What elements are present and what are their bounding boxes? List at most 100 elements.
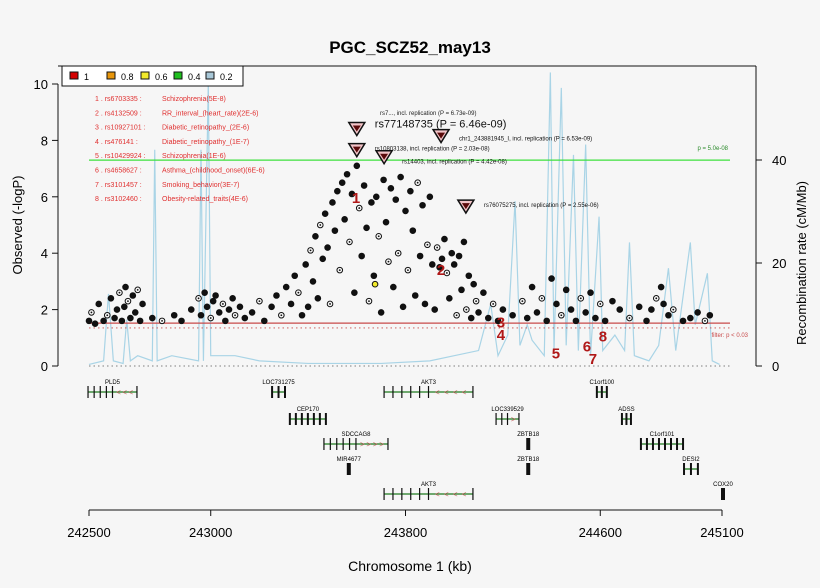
gene-name: CEP170	[297, 407, 320, 413]
snp-point	[416, 252, 424, 260]
gene-name: C1orf101	[650, 432, 675, 438]
points-layer	[85, 162, 714, 328]
snp-point	[426, 193, 434, 201]
snp-point	[273, 292, 280, 299]
snp-point	[679, 317, 687, 325]
gene-name: ADSS	[618, 407, 634, 413]
recombination-rate-line	[88, 72, 720, 366]
snp-point	[314, 295, 322, 302]
snp-point	[458, 286, 465, 294]
annotations-layer: 1 . rs6703335 : Schizophrenia(5E-8) 1 2 . r…	[95, 96, 607, 368]
y-tick-label: 0	[41, 359, 48, 374]
legend-label: 0.8	[121, 72, 134, 82]
legend-swatch	[69, 71, 79, 80]
snp-point	[136, 317, 144, 325]
highlight-snp-point	[371, 280, 379, 288]
snp-point	[338, 179, 346, 186]
snp-point	[436, 264, 443, 271]
snp-point	[428, 261, 436, 268]
top-snps-layer: rs77148735 (P = 6.46e-09) chr1_243881945_…	[347, 119, 599, 215]
snp-point	[260, 317, 268, 325]
snp-point	[480, 289, 487, 296]
snp-point-center	[358, 207, 361, 209]
snp-point-center	[319, 224, 322, 226]
y-tick-label: 4	[41, 246, 48, 261]
snp-point	[358, 252, 365, 260]
gene-strand-arrow: <	[122, 388, 127, 397]
gene-strand-arrow: >	[511, 415, 516, 424]
snp-point	[694, 309, 701, 316]
snp-point-center	[540, 297, 543, 300]
annotation-trait: Asthma_(childhood_onset)(6E-6)	[162, 168, 265, 175]
y-tick-label: 8	[41, 133, 48, 148]
gene-name: SDCCAG8	[341, 432, 371, 438]
top-snp-triangle-inner	[437, 132, 446, 139]
annotation-marker: 4	[497, 327, 506, 344]
x-tick-label: 243800	[384, 525, 427, 540]
snp-point	[312, 232, 319, 240]
snp-point	[363, 224, 370, 232]
snp-point-center	[397, 252, 400, 255]
gene-name: MIR4677	[337, 457, 362, 463]
gene-strand-arrow: <	[116, 388, 121, 397]
x-tick-label: 242500	[67, 525, 110, 540]
snp-point	[222, 317, 229, 325]
snp-point	[348, 190, 356, 198]
snp-point	[298, 311, 306, 319]
gene-strand-arrow: >	[373, 440, 378, 449]
snp-point	[441, 235, 448, 243]
snp-point	[665, 311, 672, 319]
snp-point	[343, 170, 351, 178]
annotation-trait: Schizophrenia(1E-6)	[162, 153, 226, 160]
snp-point	[609, 297, 616, 305]
annotation-marker: 8	[599, 328, 607, 345]
snp-point	[450, 261, 458, 268]
snp-point	[382, 218, 390, 226]
snp-point-center	[297, 291, 300, 294]
snp-point-center	[628, 317, 631, 319]
legend: 1 0.8 0.6 0.4 0.2	[61, 65, 244, 87]
snp-point	[212, 292, 219, 299]
snp-point	[562, 286, 570, 294]
snp-point	[334, 187, 341, 195]
snp-point	[121, 303, 128, 311]
snp-point	[100, 317, 107, 325]
snp-point-center	[106, 314, 109, 317]
snp-point	[523, 314, 531, 322]
snp-point	[484, 314, 492, 322]
snp-point	[572, 317, 580, 325]
snp-point	[419, 201, 426, 209]
snp-point	[397, 173, 404, 181]
snp-point	[455, 252, 463, 260]
snp-point-center	[599, 303, 602, 305]
legend-swatch	[140, 71, 150, 80]
y-tick-label: 10	[34, 77, 48, 92]
snp-point	[122, 283, 129, 291]
y-tick-label: 2	[41, 303, 48, 318]
snp-point	[353, 162, 361, 170]
legend-label: 0.4	[188, 72, 201, 82]
snp-point	[309, 278, 317, 285]
snp-point	[390, 283, 397, 291]
snp-point-center	[136, 288, 139, 291]
snp-point	[438, 255, 446, 263]
snp-point	[601, 317, 609, 325]
y2-tick-label: 40	[772, 153, 786, 168]
snp-point	[687, 314, 694, 322]
snp-point	[409, 227, 417, 234]
top-snp-extra-label: rs7..., incl. replication (P = 6.73e-09)	[380, 111, 476, 117]
annotation-trait: Schizophrenia(5E-8)	[162, 96, 226, 103]
snp-point-center	[407, 269, 409, 272]
gene-strand-arrow: <	[435, 388, 440, 397]
snp-point	[201, 289, 208, 296]
snp-point-center	[234, 314, 236, 317]
snp-point	[460, 238, 468, 246]
gene-strand-arrow: <	[462, 490, 467, 499]
x-tick-label: 244600	[579, 525, 622, 540]
snp-point	[149, 314, 156, 322]
snp-point	[129, 292, 137, 299]
snp-point-center	[387, 260, 390, 263]
significance-label: p = 5.0e-08	[697, 146, 728, 152]
snp-point	[324, 244, 331, 251]
